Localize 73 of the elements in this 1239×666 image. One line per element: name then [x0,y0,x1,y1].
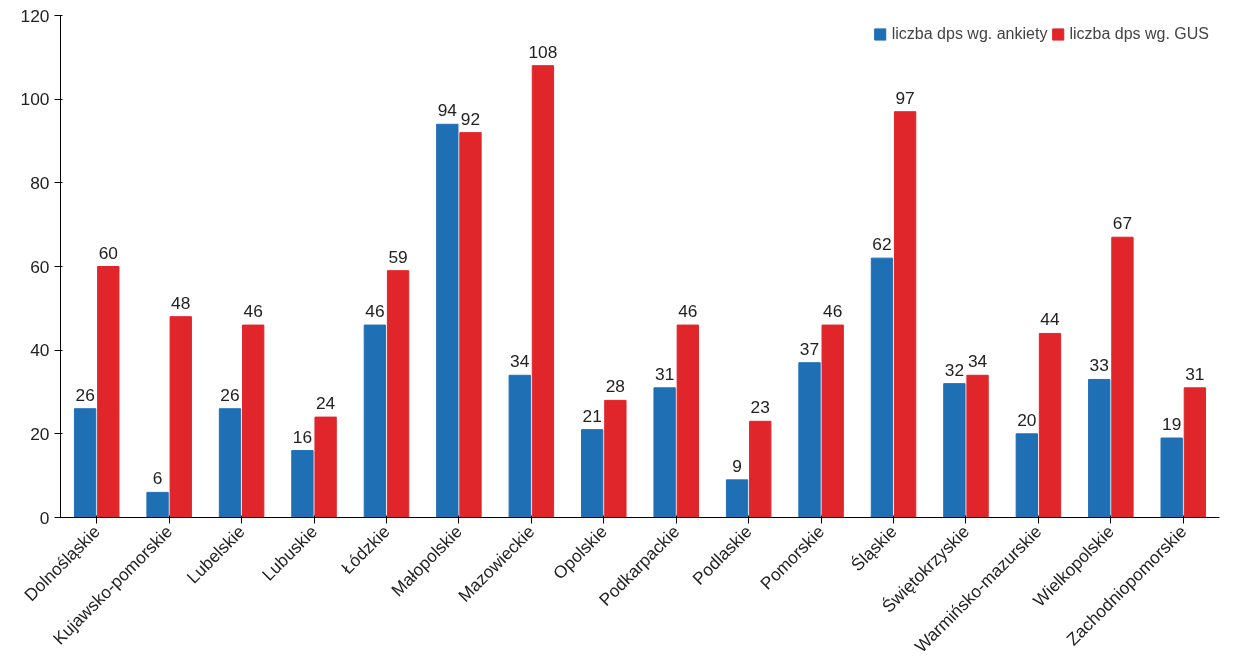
data-label: 32 [944,359,965,380]
data-label: 46 [678,301,698,322]
data-label: 97 [895,87,915,108]
bar [314,416,337,518]
data-label: 44 [1040,309,1060,330]
data-label: 46 [243,301,263,322]
data-label: 31 [1185,363,1205,384]
y-tick-label: 120 [20,5,50,26]
bar [1088,378,1111,518]
bar [725,479,749,518]
data-label: 26 [220,384,240,405]
data-label: 33 [1089,355,1109,376]
bar [386,270,410,518]
data-label: 21 [582,405,602,426]
bar [1160,437,1183,518]
bar [676,324,699,518]
data-label: 20 [1017,409,1037,430]
data-label: 19 [1162,414,1182,435]
bar [749,420,772,518]
bar [459,132,482,518]
bar [893,111,917,518]
data-label: 62 [872,234,892,255]
bar [508,374,531,518]
bar [146,491,169,518]
bar [798,362,821,518]
bar [291,450,314,518]
bar [581,429,604,518]
data-label: 6 [152,468,163,489]
bar [436,123,459,518]
bar [1183,387,1207,518]
bar [218,408,242,518]
bar [1111,236,1134,518]
bar [73,408,97,518]
bar [966,374,989,518]
y-tick-label: 20 [30,423,50,444]
data-label: 48 [171,292,191,313]
data-label: 9 [732,455,742,476]
data-label: 94 [437,100,458,121]
bar [653,387,676,518]
bar [531,65,555,518]
bar [1015,433,1038,518]
bar [821,324,844,518]
y-tick-label: 100 [20,89,50,110]
data-label: 34 [510,351,530,372]
bar [97,266,120,518]
y-tick-label: 60 [30,256,50,277]
data-label: 59 [388,246,408,267]
bar [943,383,966,518]
data-label: 46 [365,301,385,322]
bar [363,324,387,518]
legend-label: liczba dps wg. ankiety [891,25,1048,43]
data-label: 92 [460,108,481,129]
bar [242,324,265,518]
data-label: 46 [823,301,843,322]
bar [870,257,894,518]
data-label: 31 [654,363,675,384]
data-label: 28 [605,376,626,397]
bar [604,399,627,518]
data-label: 23 [750,397,770,418]
data-label: 24 [315,393,336,414]
y-tick-label: 80 [30,172,50,193]
legend-label: liczba dps wg. GUS [1069,25,1209,43]
data-label: 34 [967,351,988,372]
bar [1038,332,1062,518]
data-label: 37 [799,338,820,359]
bar [169,316,192,518]
data-label: 26 [75,384,95,405]
data-label: 67 [1112,213,1133,234]
data-label: 108 [528,41,558,62]
data-label: 60 [98,242,118,263]
data-label: 16 [292,426,313,447]
y-tick-label: 40 [30,340,50,361]
y-tick-label: 0 [39,507,50,528]
